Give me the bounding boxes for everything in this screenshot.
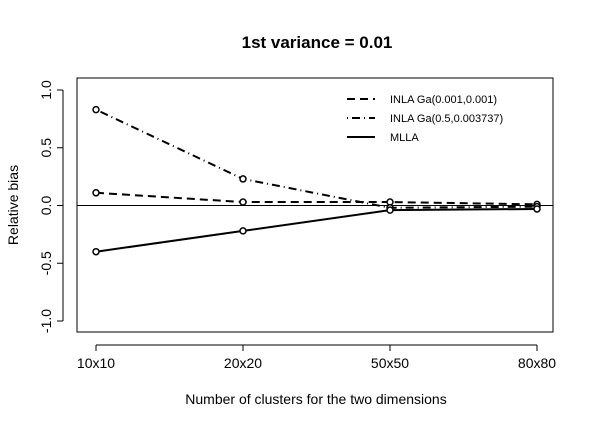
- data-point: [92, 189, 100, 197]
- series-1: [92, 189, 541, 209]
- y-axis: -1.0 -0.5 0.0 0.5 1.0: [38, 80, 64, 333]
- y-tick-label: -0.5: [38, 251, 54, 275]
- chart-title: 1st variance = 0.01: [242, 33, 393, 52]
- x-tick-label: 50x50: [371, 355, 409, 371]
- data-point: [239, 198, 247, 206]
- x-tick-label: 10x10: [77, 355, 115, 371]
- data-point: [386, 206, 394, 214]
- y-tick-label: 1.0: [38, 80, 54, 100]
- data-point: [239, 227, 247, 235]
- legend-item: INLA Ga(0.001,0.001): [347, 94, 497, 106]
- y-axis-label: Relative bias: [5, 165, 21, 245]
- legend-label: INLA Ga(0.001,0.001): [390, 94, 497, 106]
- series-line: [95, 207, 538, 253]
- x-tick-label: 80x80: [518, 355, 556, 371]
- series-layer: [92, 105, 541, 256]
- x-tick-label: 20x20: [224, 355, 262, 371]
- y-tick-label: 0.5: [38, 138, 54, 158]
- legend-item: INLA Ga(0.5,0.003737): [347, 113, 503, 125]
- data-point: [239, 175, 247, 183]
- x-axis: 10x10 20x20 50x50 80x80: [77, 344, 556, 371]
- data-point: [92, 105, 100, 114]
- legend-label: MLLA: [390, 132, 419, 144]
- legend-label: INLA Ga(0.5,0.003737): [390, 113, 503, 125]
- legend-item: MLLA: [347, 132, 419, 144]
- y-tick-label: 0.0: [38, 196, 54, 216]
- y-tick-label: -1.0: [38, 309, 54, 333]
- series-line: [95, 191, 538, 206]
- series-3: [92, 205, 541, 256]
- series-line: [95, 108, 538, 209]
- legend: INLA Ga(0.001,0.001) INLA Ga(0.5,0.003737…: [347, 94, 503, 144]
- data-point: [533, 205, 541, 213]
- x-axis-label: Number of clusters for the two dimension…: [185, 391, 446, 407]
- data-point: [92, 247, 100, 256]
